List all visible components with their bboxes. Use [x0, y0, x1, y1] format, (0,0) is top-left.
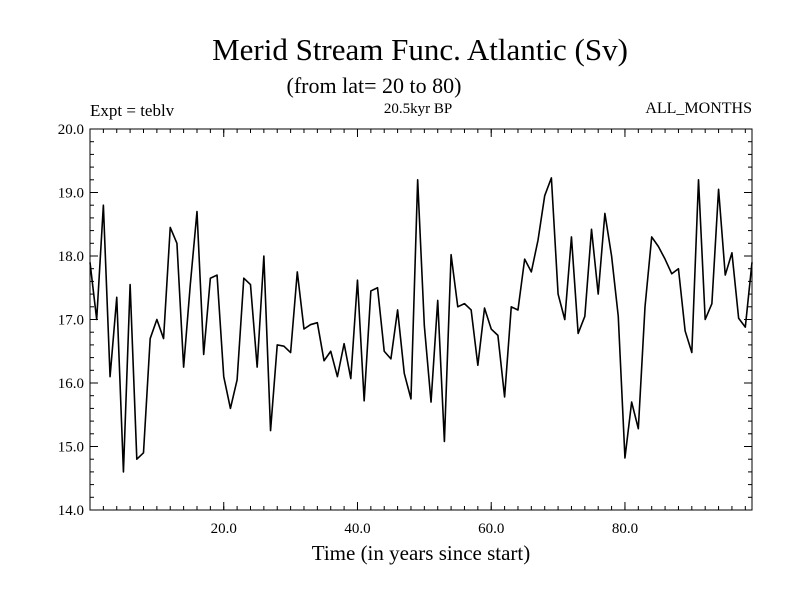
months-label: ALL_MONTHS — [645, 100, 752, 117]
expt-label: Expt = teblv — [90, 101, 175, 120]
x-tick-label: 60.0 — [478, 521, 504, 537]
chart-title: Merid Stream Func. Atlantic (Sv) — [212, 32, 628, 67]
y-tick-label: 17.0 — [58, 313, 84, 329]
y-axis: 14.0 15.0 16.0 17.0 18.0 19.0 20.0 — [58, 122, 752, 519]
y-tick-label: 15.0 — [58, 440, 84, 456]
x-tick-label: 80.0 — [612, 521, 638, 537]
period-label: 20.5kyr BP — [384, 101, 452, 117]
y-tick-label: 19.0 — [58, 186, 84, 202]
x-axis-label: Time (in years since start) — [312, 541, 531, 565]
chart-subtitle: (from lat= 20 to 80) — [287, 73, 462, 98]
series-line — [89, 177, 753, 473]
y-tick-label: 20.0 — [58, 122, 84, 138]
x-axis: 20.0 40.0 60.0 80.0 — [102, 129, 746, 537]
x-tick-label: 40.0 — [344, 521, 370, 537]
y-tick-label: 16.0 — [58, 376, 84, 392]
y-tick-label: 14.0 — [58, 503, 84, 519]
x-tick-label: 20.0 — [211, 521, 237, 537]
plot-frame — [89, 128, 753, 511]
y-tick-label: 18.0 — [58, 249, 84, 265]
